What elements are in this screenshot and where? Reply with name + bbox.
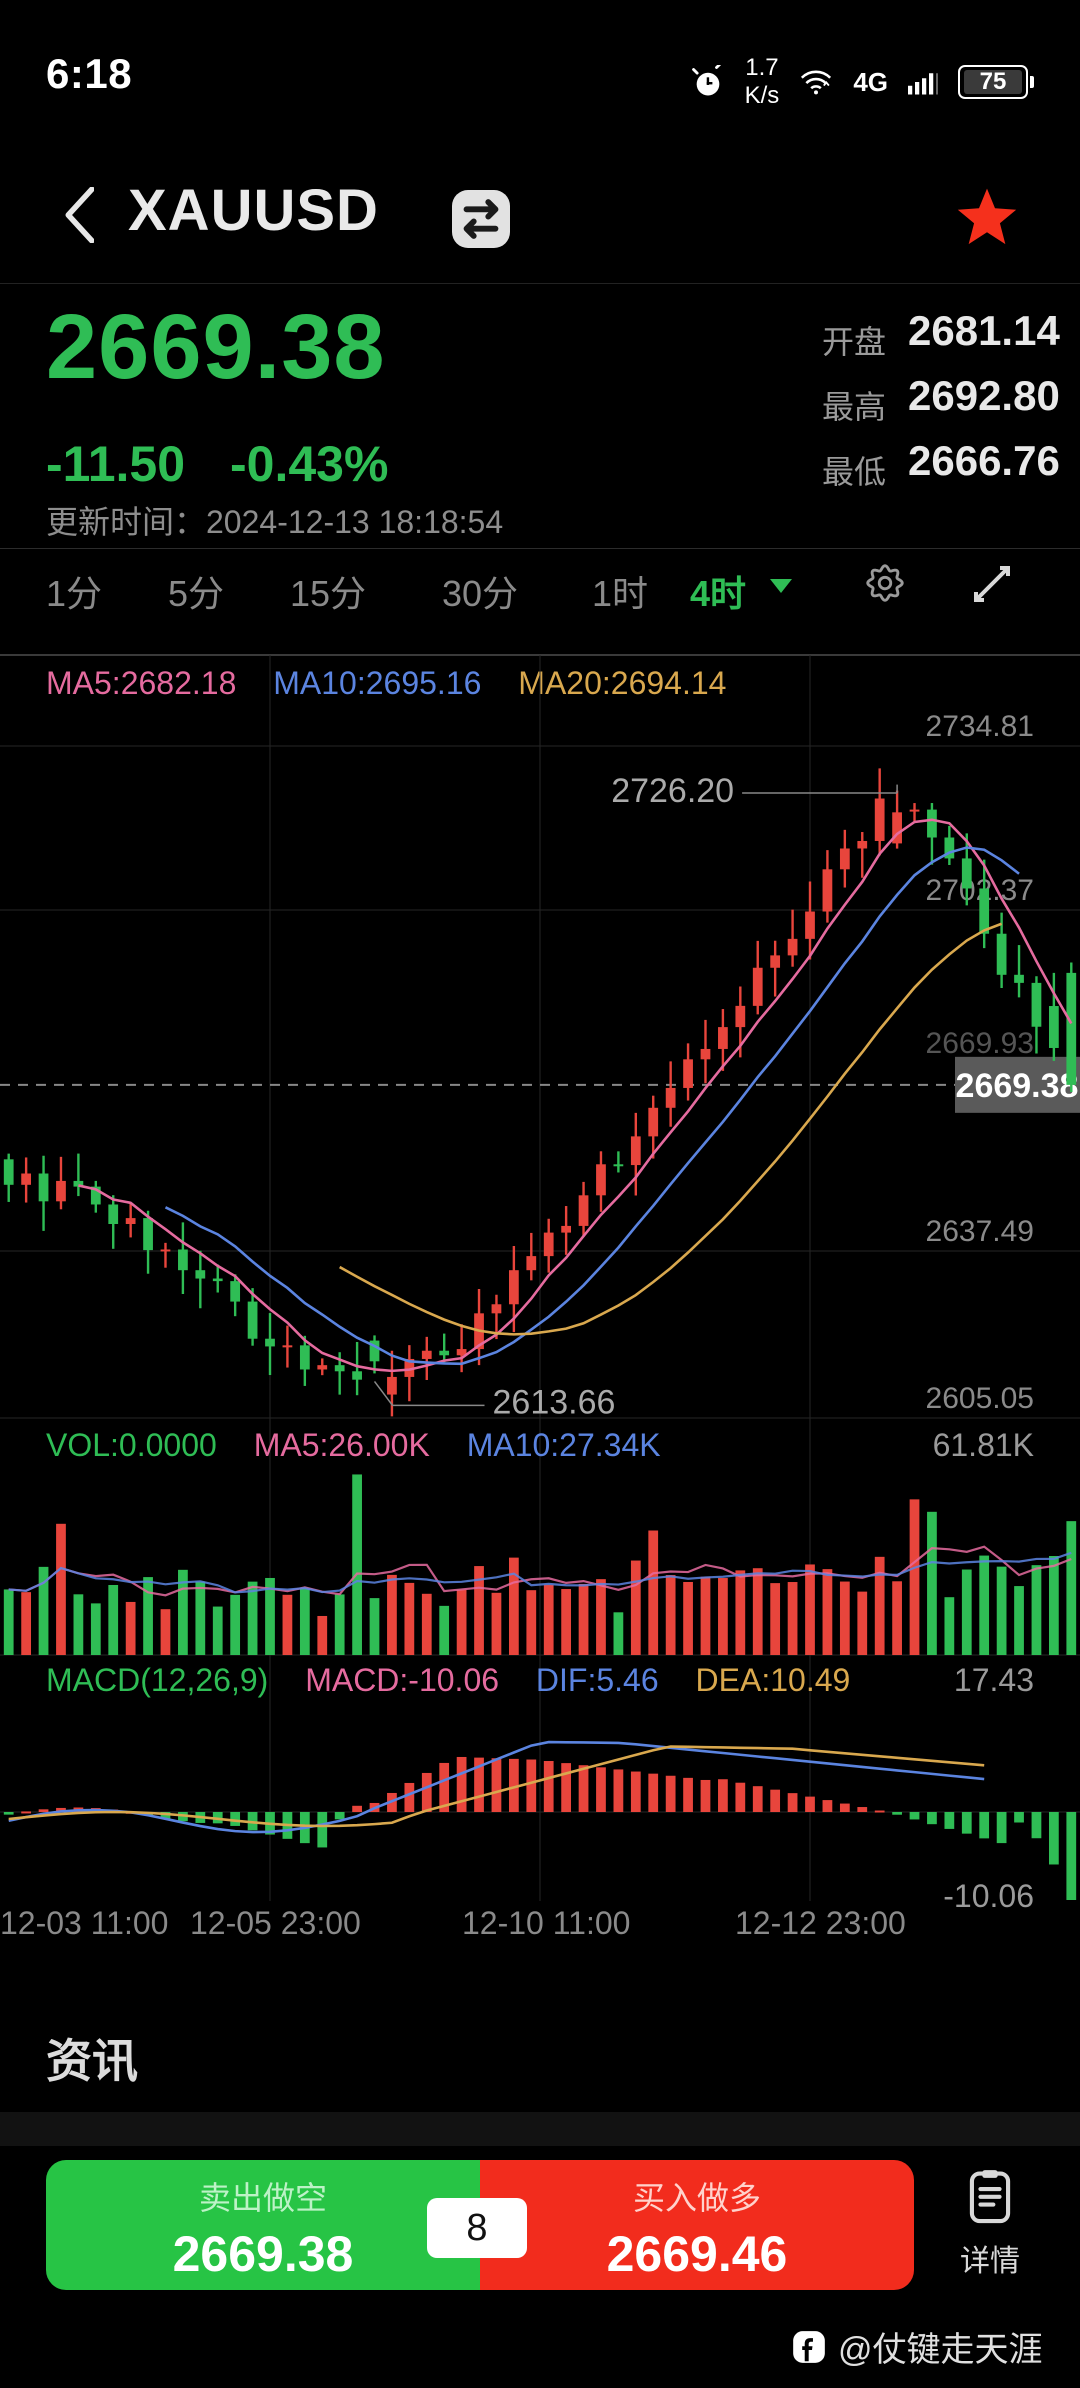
svg-text:2669.93: 2669.93	[926, 1027, 1034, 1060]
svg-text:2637.49: 2637.49	[926, 1215, 1034, 1248]
svg-text:2726.20: 2726.20	[611, 772, 734, 810]
svg-text:2734.81: 2734.81	[926, 710, 1034, 743]
svg-text:2605.05: 2605.05	[926, 1382, 1034, 1415]
svg-text:2669.38: 2669.38	[956, 1067, 1079, 1105]
svg-text:2613.66: 2613.66	[493, 1383, 616, 1421]
